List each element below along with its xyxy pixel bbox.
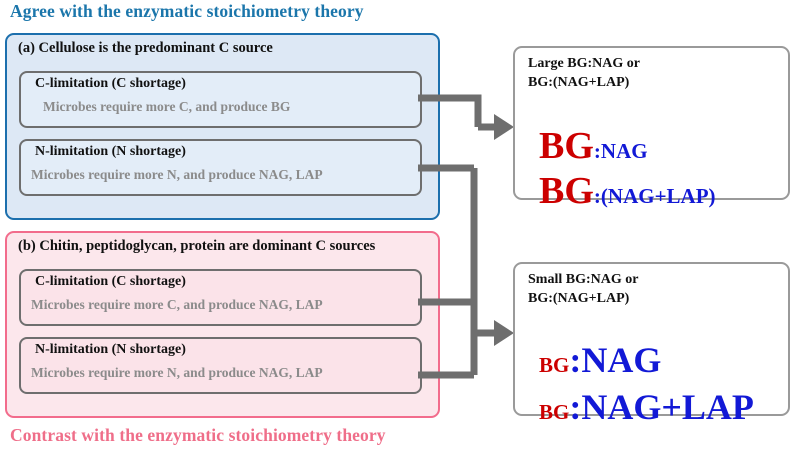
box-b-n-limitation-title: N-limitation (N shortage): [35, 342, 186, 357]
arrowhead-bottom: [494, 320, 514, 346]
result-bottom-ratio-2-numerator: BG: [539, 400, 570, 424]
result-top-ratio-1-numerator: BG: [539, 125, 594, 167]
box-b-n-limitation-subtitle: Microbes require more N, and produce NAG…: [31, 365, 323, 380]
box-a-n-limitation-title: N-limitation (N shortage): [35, 144, 186, 159]
result-top-heading-line1: Large BG:NAG or: [528, 56, 640, 71]
result-top-ratio-1-denominator: NAG: [600, 139, 648, 163]
result-top-ratio-2-denominator: (NAG+LAP): [600, 184, 716, 208]
box-a-n-limitation: N-limitation (N shortage) Microbes requi…: [19, 139, 422, 196]
panel-a-title: (a) Cellulose is the predominant C sourc…: [18, 40, 273, 56]
panel-b-chitin: (b) Chitin, peptidoglycan, protein are d…: [5, 231, 440, 418]
arrowhead-top: [494, 114, 514, 140]
result-top-ratio-2-colon: :: [593, 184, 601, 208]
result-bottom-heading-line1: Small BG:NAG or: [528, 272, 639, 287]
result-top-ratio-1-colon: :: [593, 139, 601, 163]
caption-contrast: Contrast with the enzymatic stoichiometr…: [10, 425, 386, 445]
panel-b-title: (b) Chitin, peptidoglycan, protein are d…: [18, 238, 376, 254]
result-bottom-ratio-1: BG:NAG: [539, 342, 661, 378]
result-bottom-heading: Small BG:NAG or BG:(NAG+LAP): [528, 270, 638, 308]
panel-a-cellulose: (a) Cellulose is the predominant C sourc…: [5, 33, 440, 220]
result-top-heading: Large BG:NAG or BG:(NAG+LAP): [528, 54, 640, 92]
box-a-c-limitation-title: C-limitation (C shortage): [35, 76, 186, 91]
box-a-c-limitation-subtitle: Microbes require more C, and produce BG: [43, 99, 291, 114]
result-box-large-ratio: Large BG:NAG or BG:(NAG+LAP) BG:NAG BG:(…: [513, 46, 790, 210]
result-box-small-ratio: Small BG:NAG or BG:(NAG+LAP) BG:NAG BG:N…: [513, 262, 790, 425]
box-b-c-limitation-subtitle: Microbes require more C, and produce NAG…: [31, 297, 323, 312]
result-top-heading-line2: BG:(NAG+LAP): [528, 75, 630, 90]
caption-agree: Agree with the enzymatic stoichiometry t…: [10, 1, 364, 21]
result-bottom-ratio-2-colon: :: [569, 387, 582, 427]
box-a-n-limitation-subtitle: Microbes require more N, and produce NAG…: [31, 167, 323, 182]
box-b-c-limitation: C-limitation (C shortage) Microbes requi…: [19, 269, 422, 326]
box-b-c-limitation-title: C-limitation (C shortage): [35, 274, 186, 289]
result-bottom-heading-line2: BG:(NAG+LAP): [528, 291, 630, 306]
result-bottom-ratio-2: BG:NAG+LAP: [539, 389, 754, 425]
result-bottom-ratio-1-numerator: BG: [539, 353, 570, 377]
result-top-ratio-1: BG:NAG: [539, 127, 648, 165]
result-top-ratio-2: BG:(NAG+LAP): [539, 172, 716, 210]
result-bottom-ratio-1-denominator: NAG: [581, 340, 662, 380]
result-bottom-ratio-1-colon: :: [569, 340, 582, 380]
box-b-n-limitation: N-limitation (N shortage) Microbes requi…: [19, 337, 422, 394]
connector-a1: [418, 94, 482, 127]
result-bottom-ratio-2-denominator: NAG+LAP: [581, 387, 754, 427]
result-top-ratio-2-numerator: BG: [539, 170, 594, 212]
